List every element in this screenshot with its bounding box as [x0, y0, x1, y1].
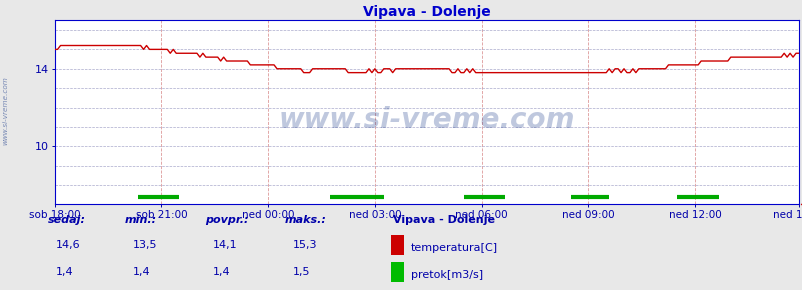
Text: www.si-vreme.com: www.si-vreme.com	[278, 106, 574, 134]
Text: maks.:: maks.:	[285, 215, 326, 225]
Bar	[391, 262, 403, 282]
Text: temperatura[C]: temperatura[C]	[411, 243, 497, 253]
Text: 1,4: 1,4	[56, 267, 74, 277]
Text: 1,5: 1,5	[293, 267, 310, 277]
Text: 15,3: 15,3	[293, 240, 318, 250]
Text: 14,6: 14,6	[56, 240, 81, 250]
Text: 1,4: 1,4	[132, 267, 150, 277]
Text: povpr.:: povpr.:	[205, 215, 248, 225]
Text: Vipava - Dolenje: Vipava - Dolenje	[393, 215, 495, 225]
Text: pretok[m3/s]: pretok[m3/s]	[411, 270, 483, 280]
Text: min.:: min.:	[124, 215, 156, 225]
Text: 1,4: 1,4	[213, 267, 230, 277]
Bar	[391, 235, 403, 255]
Text: 13,5: 13,5	[132, 240, 157, 250]
Text: sedaj:: sedaj:	[48, 215, 86, 225]
Title: Vipava - Dolenje: Vipava - Dolenje	[363, 5, 490, 19]
Text: 14,1: 14,1	[213, 240, 237, 250]
Text: www.si-vreme.com: www.si-vreme.com	[2, 76, 9, 145]
